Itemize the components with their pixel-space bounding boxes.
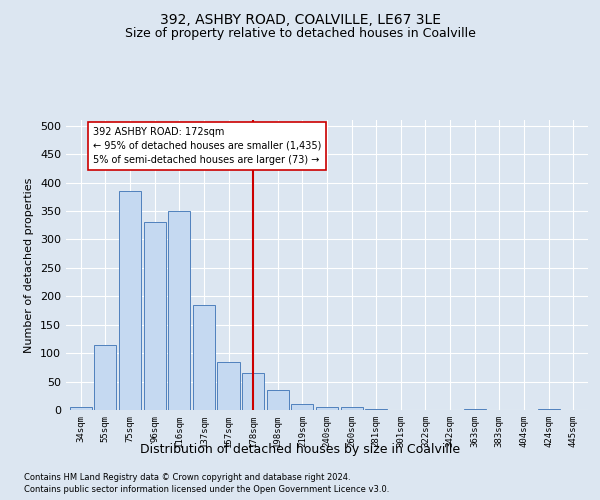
Text: 392, ASHBY ROAD, COALVILLE, LE67 3LE: 392, ASHBY ROAD, COALVILLE, LE67 3LE [160,12,440,26]
Bar [242,373,264,410]
Y-axis label: Number of detached properties: Number of detached properties [25,178,34,352]
Bar [193,305,215,410]
Bar [70,407,92,410]
Bar [119,191,141,410]
Bar [538,409,560,410]
Bar [217,362,239,410]
Text: Contains HM Land Registry data © Crown copyright and database right 2024.: Contains HM Land Registry data © Crown c… [24,472,350,482]
Text: Distribution of detached houses by size in Coalville: Distribution of detached houses by size … [140,442,460,456]
Bar [365,409,388,410]
Text: 392 ASHBY ROAD: 172sqm
← 95% of detached houses are smaller (1,435)
5% of semi-d: 392 ASHBY ROAD: 172sqm ← 95% of detached… [93,127,322,165]
Bar [143,222,166,410]
Bar [341,407,363,410]
Bar [266,390,289,410]
Bar [168,211,190,410]
Bar [94,344,116,410]
Bar [316,407,338,410]
Bar [291,404,313,410]
Text: Contains public sector information licensed under the Open Government Licence v3: Contains public sector information licen… [24,485,389,494]
Bar [464,409,486,410]
Text: Size of property relative to detached houses in Coalville: Size of property relative to detached ho… [125,28,475,40]
